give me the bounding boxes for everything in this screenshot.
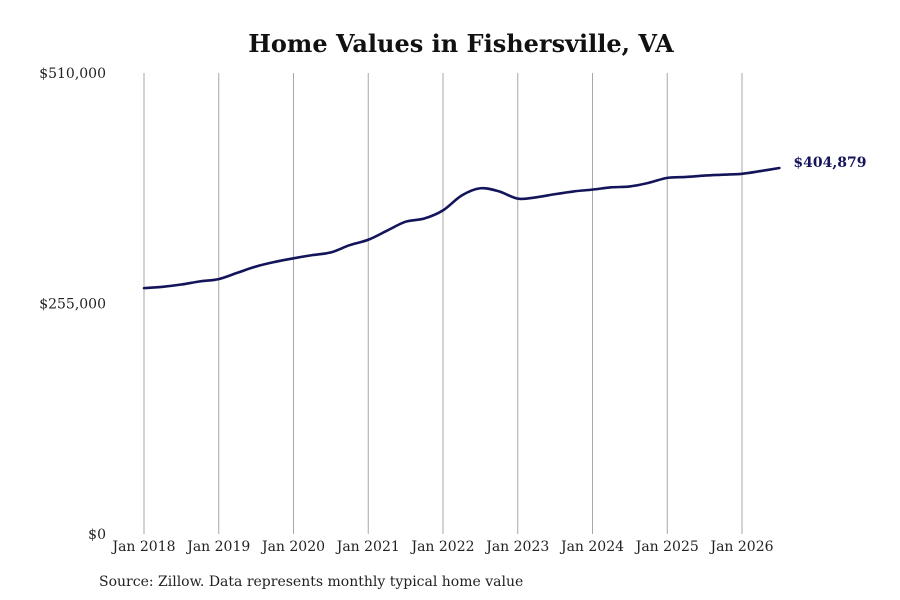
x-tick-label: Jan 2018 <box>110 539 175 555</box>
series-layer <box>142 166 781 290</box>
x-tick-label: Jan 2024 <box>559 539 624 555</box>
home-value-line <box>142 166 781 290</box>
y-tick-label: $255,000 <box>39 297 106 313</box>
x-tick-label: Jan 2020 <box>260 539 325 555</box>
x-tick-label: Jan 2026 <box>708 539 773 555</box>
x-tick-label: Jan 2025 <box>634 539 699 555</box>
x-tick-label: Jan 2021 <box>335 539 400 555</box>
x-tick-label: Jan 2019 <box>185 539 250 555</box>
end-value-label: $404,879 <box>793 155 866 171</box>
x-axis-tick-labels: Jan 2018 Jan 2019 Jan 2020 Jan 2021 Jan 2022… <box>110 539 773 555</box>
source-note: Source: Zillow. Data represents monthly … <box>99 574 523 590</box>
y-axis-tick-labels: $0 $255,000 $510,000 <box>39 66 106 543</box>
x-tick-label: Jan 2023 <box>484 539 549 555</box>
grid-lines <box>143 73 743 534</box>
chart-title: Home Values in Fishersville, VA <box>248 29 674 58</box>
x-tick-label: Jan 2022 <box>409 539 474 555</box>
y-tick-label: $510,000 <box>39 66 106 82</box>
y-tick-label: $0 <box>88 527 106 543</box>
